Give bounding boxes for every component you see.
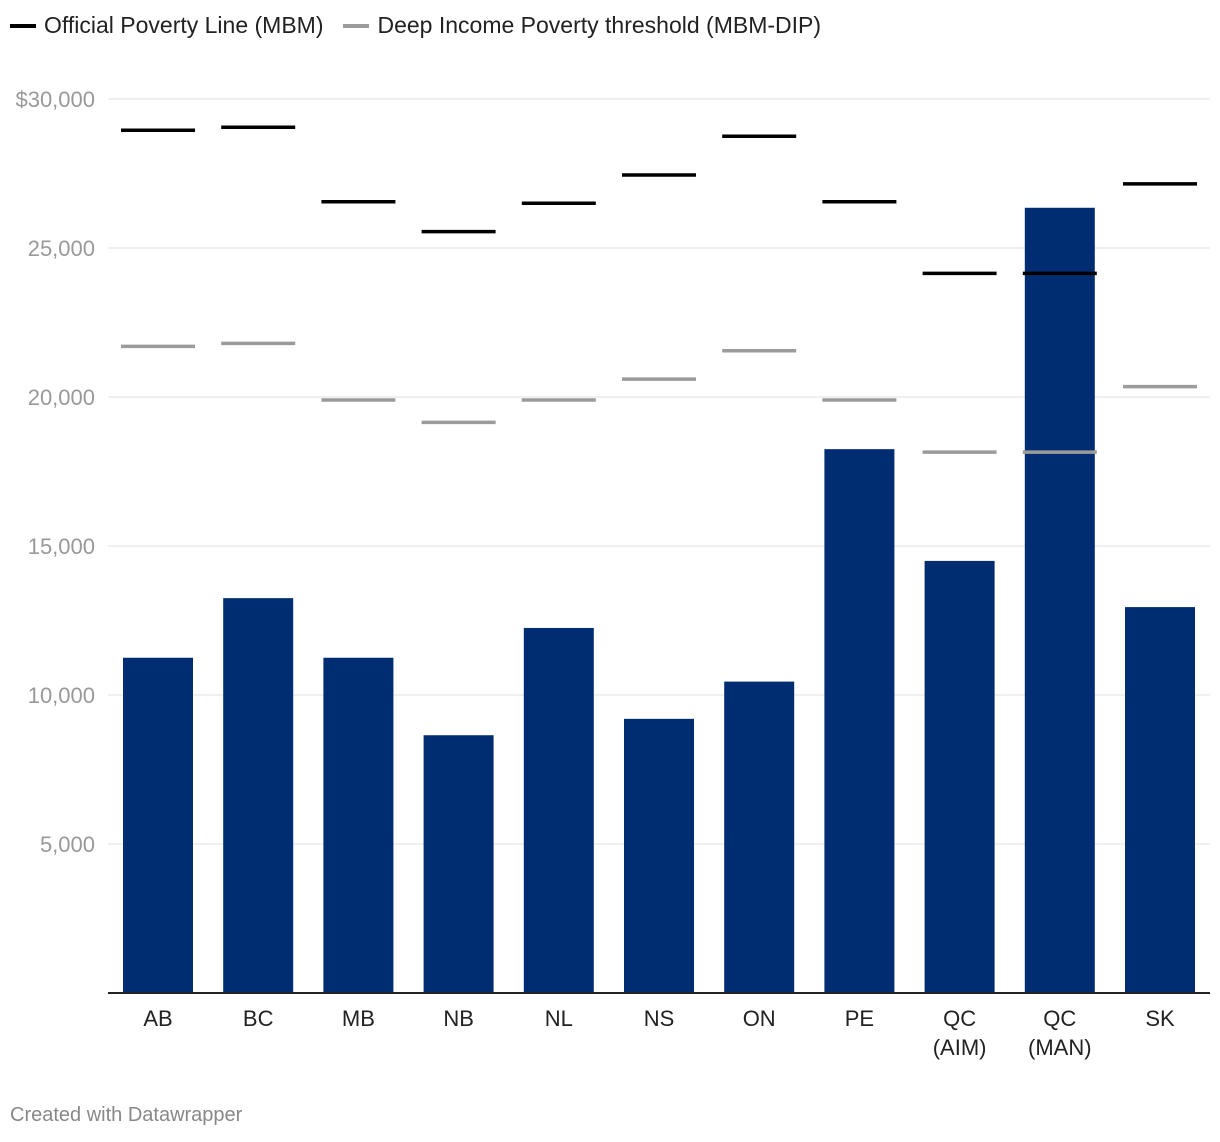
x-tick-label: QC bbox=[1043, 1006, 1076, 1031]
y-tick-label: 10,000 bbox=[28, 683, 95, 708]
x-tick-label: NS bbox=[644, 1006, 675, 1031]
bar bbox=[123, 657, 193, 993]
bar bbox=[423, 735, 494, 993]
x-tick-label: (AIM) bbox=[933, 1035, 987, 1060]
bar bbox=[1125, 607, 1195, 993]
x-tick-label: (MAN) bbox=[1028, 1035, 1092, 1060]
credit-text: Created with Datawrapper bbox=[10, 1104, 243, 1126]
chart-legend: Official Poverty Line (MBM) Deep Income … bbox=[10, 12, 841, 39]
x-tick-label: ON bbox=[743, 1006, 776, 1031]
legend-swatch-dip bbox=[343, 23, 370, 28]
x-tick-label: BC bbox=[243, 1006, 274, 1031]
legend-label-dip: Deep Income Poverty threshold (MBM-DIP) bbox=[377, 12, 822, 38]
bar bbox=[724, 681, 795, 993]
legend-swatch-mbm bbox=[10, 23, 36, 28]
y-tick-label: $30,000 bbox=[15, 87, 95, 112]
bar bbox=[523, 627, 594, 993]
bar bbox=[223, 598, 294, 993]
bar bbox=[624, 718, 694, 993]
legend-item-dip: Deep Income Poverty threshold (MBM-DIP) bbox=[343, 12, 821, 39]
x-tick-label: QC bbox=[943, 1006, 976, 1031]
y-tick-label: 20,000 bbox=[28, 385, 95, 410]
y-tick-label: 5,000 bbox=[40, 832, 95, 857]
x-tick-label: PE bbox=[845, 1006, 874, 1031]
x-tick-label: NL bbox=[545, 1006, 573, 1031]
x-tick-label: AB bbox=[143, 1006, 172, 1031]
bar bbox=[323, 657, 394, 993]
x-tick-label: NB bbox=[443, 1006, 474, 1031]
x-tick-label: SK bbox=[1145, 1006, 1175, 1031]
x-tick-label: MB bbox=[342, 1006, 375, 1031]
bar bbox=[924, 560, 995, 993]
bar bbox=[1024, 207, 1095, 993]
y-tick-label: 25,000 bbox=[28, 236, 95, 261]
legend-label-mbm: Official Poverty Line (MBM) bbox=[44, 12, 324, 38]
legend-item-mbm: Official Poverty Line (MBM) bbox=[10, 12, 323, 39]
bar bbox=[824, 449, 895, 993]
y-tick-label: 15,000 bbox=[28, 534, 95, 559]
bar-chart: $30,000 25,000 20,000 15,000 10,000 5,000 AB BC… bbox=[15, 87, 1210, 1060]
